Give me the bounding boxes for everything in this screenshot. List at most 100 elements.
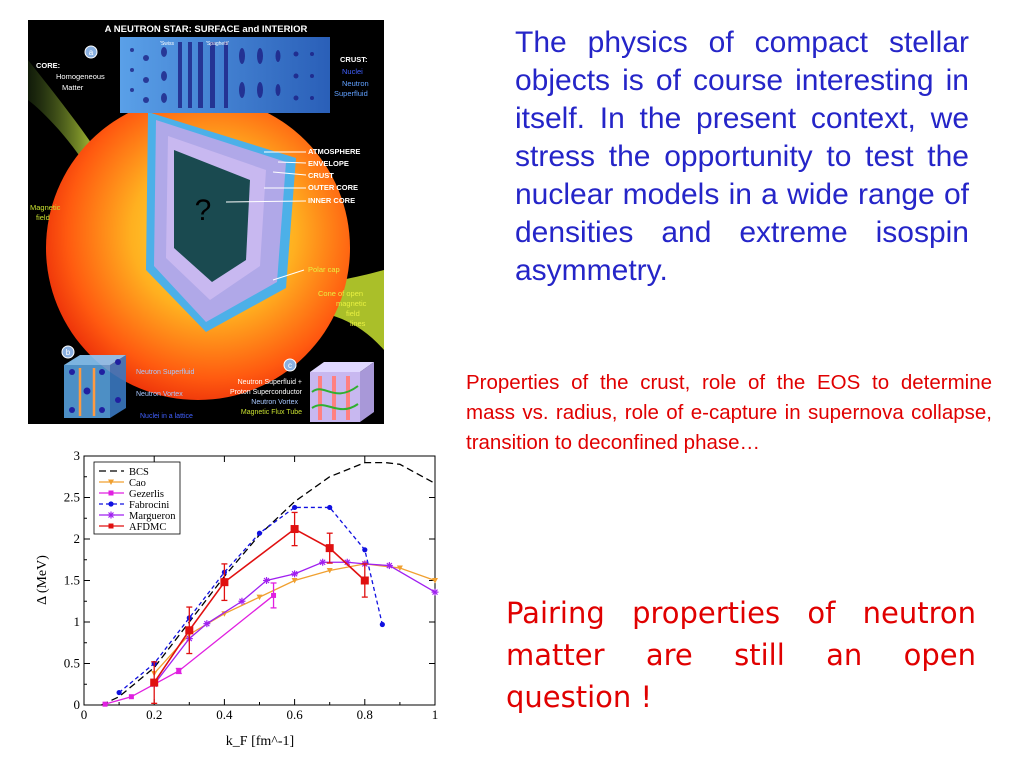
legend-label-margueron: Margueron bbox=[129, 511, 176, 522]
core-label-title: CORE: bbox=[36, 61, 60, 70]
lattice-cube bbox=[64, 355, 126, 418]
pairing-conclusion: Pairing properties of neutron matter are… bbox=[506, 596, 976, 714]
point-cao bbox=[396, 565, 403, 572]
y-tick-label: 3 bbox=[74, 448, 81, 463]
x-tick-label: 0.6 bbox=[286, 707, 303, 722]
badge-c bbox=[283, 358, 297, 372]
legend-box bbox=[93, 461, 181, 535]
point-margueron bbox=[431, 588, 439, 596]
point-margueron bbox=[238, 597, 246, 605]
pasta-phase-pattern bbox=[130, 42, 314, 108]
legend-marker-gezerlis bbox=[108, 490, 114, 496]
series-bcs bbox=[101, 461, 436, 706]
inset-c-line-4: Magnetic Flux Tube bbox=[241, 409, 302, 416]
point-margueron bbox=[319, 558, 327, 566]
legend-marker-cao bbox=[108, 479, 114, 485]
x-tick-label: 0.8 bbox=[357, 707, 373, 722]
inset-b-neutron-superfluid: Neutron Superfluid bbox=[136, 369, 194, 376]
crust-label-superfluid: Superfluid bbox=[334, 89, 368, 98]
flux-tube-cube bbox=[310, 362, 374, 422]
x-tick-label: 0 bbox=[81, 707, 88, 722]
y-tick-label: 2 bbox=[74, 531, 81, 546]
pairing-gap-chart: 0 0.2 0.4 0.6 0.8 1 0 0.5 1 1.5 2 2.5 3 BCSCaoGezerl… bbox=[35, 448, 439, 749]
cone-label-1: Cone of open bbox=[318, 289, 363, 298]
magnetic-field-label-2: field bbox=[36, 213, 50, 222]
y-tick-label: 1 bbox=[74, 614, 81, 629]
point-cao bbox=[291, 578, 298, 584]
neutron-star-illustration: ? ATMOSPHERE ENVELOPE CRUST OUTER CORE I… bbox=[28, 24, 384, 422]
layer-label-outer-core: OUTER CORE bbox=[308, 183, 358, 192]
legend-label-bcs: BCS bbox=[129, 467, 149, 478]
inner-core-layer bbox=[174, 150, 250, 282]
legend-label-fabrocini: Fabrocini bbox=[129, 500, 169, 511]
badge-b-letter: b bbox=[66, 348, 71, 357]
series-line-bcs bbox=[101, 461, 436, 706]
badge-c-letter: c bbox=[288, 361, 292, 370]
y-tick-label: 1.5 bbox=[64, 573, 80, 588]
series-afdmc bbox=[150, 511, 369, 704]
point-afdmc bbox=[185, 626, 194, 635]
point-cao bbox=[326, 568, 333, 574]
point-fabrocini bbox=[362, 547, 368, 553]
neutron-star-figure: ? ATMOSPHERE ENVELOPE CRUST OUTER CORE I… bbox=[28, 20, 384, 424]
series-line-afdmc bbox=[153, 528, 366, 684]
point-margueron bbox=[291, 570, 299, 578]
core-label-line-2: Matter bbox=[62, 83, 84, 92]
inset-b-neutron-vortex: Neutron Vortex bbox=[136, 391, 183, 398]
point-fabrocini bbox=[292, 504, 298, 511]
point-afdmc bbox=[325, 544, 334, 553]
point-cao bbox=[432, 578, 438, 584]
point-margueron bbox=[203, 620, 211, 628]
cone-label-3: field bbox=[346, 309, 360, 318]
point-fabrocini bbox=[379, 621, 385, 628]
point-cao bbox=[256, 594, 263, 601]
point-margueron bbox=[263, 577, 271, 584]
point-gezerlis bbox=[176, 668, 182, 674]
crust-label-title: CRUST: bbox=[340, 55, 368, 64]
legend-marker-margueron bbox=[107, 511, 115, 519]
point-afdmc bbox=[290, 525, 299, 534]
legend-label-gezerlis: Gezerlis bbox=[129, 489, 164, 500]
inset-c-line-2: Proton Superconductor bbox=[230, 389, 303, 396]
layer-label-crust: CRUST bbox=[308, 171, 334, 180]
pasta-label-spaghetti: 'Spaghetti' bbox=[206, 41, 229, 47]
chart-series bbox=[101, 461, 439, 707]
layer-label-inner-core: INNER CORE bbox=[308, 196, 355, 205]
inset-c-line-1: Neutron Superfluid + bbox=[238, 379, 302, 386]
core-label-line-1: Homogeneous bbox=[56, 72, 105, 81]
cone-label-2: magnetic bbox=[336, 299, 367, 308]
point-gezerlis bbox=[271, 592, 277, 598]
legend-marker-afdmc bbox=[108, 523, 114, 529]
x-tick-label: 0.2 bbox=[146, 707, 162, 722]
series-line-fabrocini bbox=[118, 506, 383, 694]
point-fabrocini bbox=[327, 504, 333, 511]
chart-axes: 0 0.2 0.4 0.6 0.8 1 0 0.5 1 1.5 2 2.5 3 bbox=[64, 448, 439, 722]
point-afdmc bbox=[150, 678, 159, 687]
polar-cap-label: Polar cap bbox=[308, 265, 340, 274]
legend-marker-fabrocini bbox=[108, 501, 114, 507]
inset-c-line-3: Neutron Vortex bbox=[251, 399, 298, 406]
cone-label-4: lines bbox=[350, 319, 366, 328]
point-fabrocini bbox=[116, 689, 122, 696]
y-tick-label: 0 bbox=[74, 697, 81, 712]
legend-label-afdmc: AFDMC bbox=[129, 522, 166, 533]
core-question-mark: ? bbox=[195, 194, 212, 227]
y-tick-label: 2.5 bbox=[64, 490, 80, 505]
pasta-label-swiss: 'Swiss bbox=[160, 41, 175, 47]
figure-title: A NEUTRON STAR: SURFACE and INTERIOR bbox=[105, 24, 308, 35]
y-axis-label: Δ (MeV) bbox=[35, 555, 50, 605]
inset-b-nuclei-lattice: Nuclei in a lattice bbox=[140, 413, 193, 420]
point-gezerlis bbox=[102, 701, 108, 707]
point-afdmc bbox=[220, 578, 229, 587]
point-afdmc bbox=[360, 576, 369, 585]
layer-label-atmosphere: ATMOSPHERE bbox=[308, 147, 360, 156]
y-tick-label: 0.5 bbox=[64, 656, 80, 671]
layer-pointers bbox=[225, 151, 307, 281]
point-gezerlis bbox=[128, 694, 134, 700]
badge-a bbox=[84, 45, 98, 59]
layer-label-envelope: ENVELOPE bbox=[308, 159, 349, 168]
x-tick-label: 1 bbox=[432, 707, 439, 722]
point-margueron bbox=[385, 562, 393, 570]
point-cao bbox=[221, 611, 228, 617]
